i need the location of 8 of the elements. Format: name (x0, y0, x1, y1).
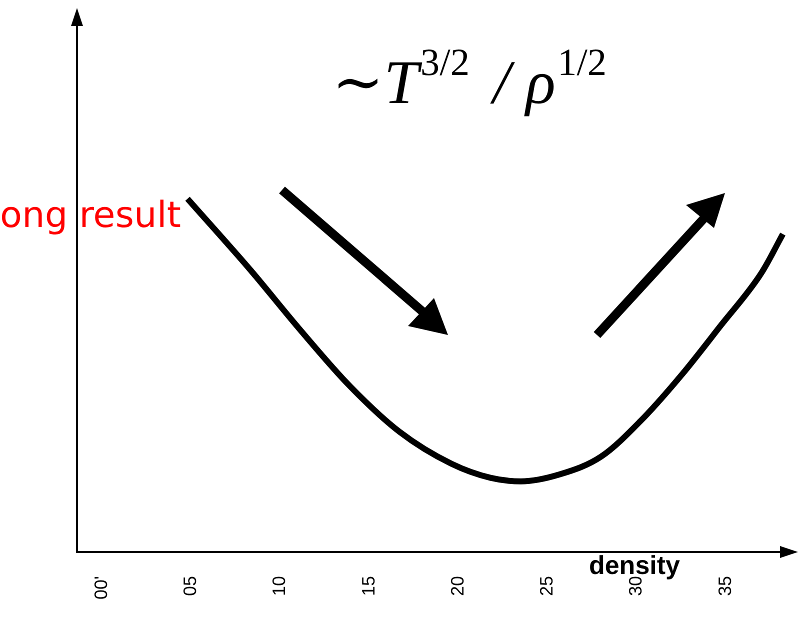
x-tick-label: 05 (180, 576, 200, 596)
x-tick-label: 20 (447, 576, 468, 596)
annotation: ong result (0, 195, 181, 236)
x-tick-label: 10 (269, 576, 290, 596)
x-tick-label: 25 (536, 576, 557, 596)
x-tick-label: 15 (358, 576, 378, 596)
x-tick-label: 00' (90, 576, 111, 600)
x-tick-label: 35 (714, 576, 735, 596)
